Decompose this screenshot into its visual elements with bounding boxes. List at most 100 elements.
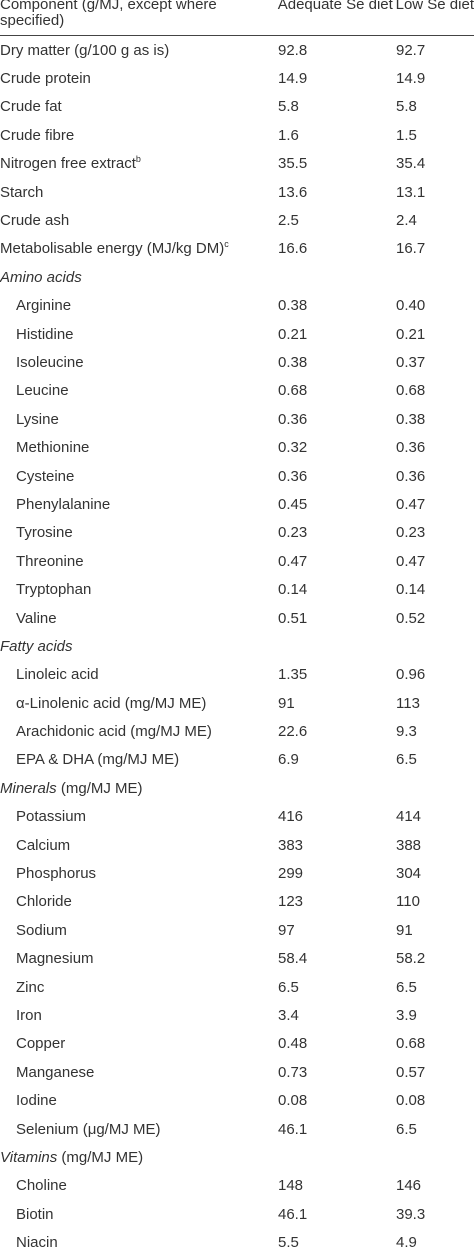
value-adequate: 0.23 (278, 524, 308, 542)
row-label: Phenylalanine (16, 495, 111, 513)
section-title: Fatty acids (0, 638, 278, 655)
header-low: Low Se diet (395, 0, 474, 13)
row-label: Methionine (16, 439, 90, 457)
value-adequate: 2.5 (278, 212, 299, 230)
section-heading: Minerals (mg/MJ ME) (0, 774, 474, 802)
table-row: Methionine 0.32 0.36 (0, 433, 474, 461)
value-low: 35.4 (396, 155, 426, 173)
row-label: Valine (16, 609, 57, 627)
section-heading: Fatty acids (0, 632, 474, 660)
row-label: Zinc (16, 978, 45, 996)
table-row: Nitrogen free extractb 35.5 35.4 (0, 150, 474, 178)
row-label: Crude protein (0, 70, 91, 88)
table-row: Histidine 0.21 0.21 (0, 320, 474, 348)
value-adequate: 5.8 (278, 98, 299, 116)
value-adequate: 16.6 (278, 240, 308, 258)
value-low: 92.7 (396, 41, 426, 59)
row-label: Copper (16, 1035, 66, 1053)
value-adequate: 0.36 (278, 467, 308, 485)
table-row: Crude fat 5.8 5.8 (0, 93, 474, 121)
section-title: Minerals (mg/MJ ME) (0, 780, 278, 797)
value-adequate: 123 (278, 893, 304, 911)
value-low: 39.3 (396, 1205, 426, 1223)
value-adequate: 148 (278, 1177, 304, 1195)
table-row: Iodine 0.08 0.08 (0, 1086, 474, 1114)
row-label: Phosphorus (16, 865, 97, 883)
value-adequate: 0.32 (278, 439, 308, 457)
row-label: Arginine (16, 297, 72, 315)
table-row: Chloride 123 110 (0, 888, 474, 916)
value-low: 0.14 (396, 581, 426, 599)
table-row: Arginine 0.38 0.40 (0, 292, 474, 320)
row-label: Crude fibre (0, 126, 75, 144)
row-label: Crude fat (0, 98, 62, 116)
table-row: Sodium 97 91 (0, 916, 474, 944)
value-adequate: 91 (278, 694, 295, 712)
footnote-marker: c (224, 239, 229, 250)
value-low: 146 (396, 1177, 422, 1195)
value-adequate: 416 (278, 808, 304, 826)
row-label: Sodium (16, 921, 67, 939)
table-row: Potassium 416 414 (0, 803, 474, 831)
section-unit: (mg/MJ ME) (57, 1148, 144, 1166)
value-low: 16.7 (396, 240, 426, 258)
value-low: 0.68 (396, 382, 426, 400)
value-low: 110 (396, 893, 420, 911)
value-low: 2.4 (396, 212, 417, 230)
value-adequate: 58.4 (278, 950, 308, 968)
table-row: Crude fibre 1.6 1.5 (0, 121, 474, 149)
section-title: Amino acids (0, 269, 278, 286)
table-row: Cysteine 0.36 0.36 (0, 462, 474, 490)
table-row: Niacin 5.5 4.9 (0, 1228, 474, 1256)
value-adequate: 0.38 (278, 353, 308, 371)
row-label: Tryptophan (16, 581, 92, 599)
header-adequate: Adequate Se diet (277, 0, 393, 13)
value-adequate: 46.1 (278, 1205, 308, 1223)
value-low: 0.47 (396, 495, 426, 513)
value-low: 6.5 (396, 1120, 417, 1138)
row-label: Leucine (16, 382, 69, 400)
value-low: 91 (396, 921, 413, 939)
value-low: 5.8 (396, 98, 417, 116)
value-low: 0.57 (396, 1063, 426, 1081)
row-label: Potassium (16, 808, 87, 826)
value-adequate: 0.45 (278, 495, 308, 513)
table-row: Isoleucine 0.38 0.37 (0, 348, 474, 376)
value-adequate: 1.6 (278, 126, 299, 144)
value-adequate: 0.36 (278, 410, 308, 428)
value-low: 304 (396, 865, 422, 883)
table-body: Dry matter (g/100 g as is) 92.8 92.7 Crude … (0, 36, 474, 1257)
value-low: 113 (396, 694, 420, 712)
value-adequate: 92.8 (278, 41, 308, 59)
table-row: Threonine 0.47 0.47 (0, 547, 474, 575)
value-low: 1.5 (396, 126, 417, 144)
row-label: Starch (0, 183, 44, 201)
value-adequate: 0.38 (278, 297, 308, 315)
section-heading: Vitamins (mg/MJ ME) (0, 1143, 474, 1171)
value-adequate: 22.6 (278, 723, 308, 741)
table-row: Starch 13.6 13.1 (0, 178, 474, 206)
row-label: Crude ash (0, 212, 70, 230)
value-adequate: 0.21 (278, 325, 308, 343)
table-row: EPA & DHA (mg/MJ ME) 6.9 6.5 (0, 746, 474, 774)
table-row: Manganese 0.73 0.57 (0, 1058, 474, 1086)
row-label: Cysteine (16, 467, 75, 485)
row-label: Magnesium (16, 950, 94, 968)
row-label: Iron (16, 1006, 42, 1024)
table-row: Tyrosine 0.23 0.23 (0, 519, 474, 547)
row-label: Metabolisable energy (MJ/kg DM)c (0, 239, 229, 258)
value-low: 14.9 (396, 70, 426, 88)
row-label: EPA & DHA (mg/MJ ME) (16, 751, 180, 769)
table-row: Choline 148 146 (0, 1172, 474, 1200)
table-header: Component (g/MJ, except where specified)… (0, 0, 474, 36)
value-adequate: 383 (278, 836, 304, 854)
section-name: Vitamins (0, 1148, 58, 1166)
row-label: Calcium (16, 836, 71, 854)
header-component: Component (g/MJ, except where specified) (0, 0, 217, 29)
table-row: Lysine 0.36 0.38 (0, 405, 474, 433)
value-low: 0.38 (396, 410, 426, 428)
row-label: Tyrosine (16, 524, 73, 542)
value-low: 0.40 (396, 297, 426, 315)
row-label: Selenium (μg/MJ ME) (16, 1120, 161, 1138)
